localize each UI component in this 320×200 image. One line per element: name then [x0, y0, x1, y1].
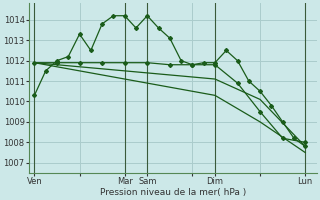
X-axis label: Pression niveau de la mer( hPa ): Pression niveau de la mer( hPa )	[100, 188, 246, 197]
